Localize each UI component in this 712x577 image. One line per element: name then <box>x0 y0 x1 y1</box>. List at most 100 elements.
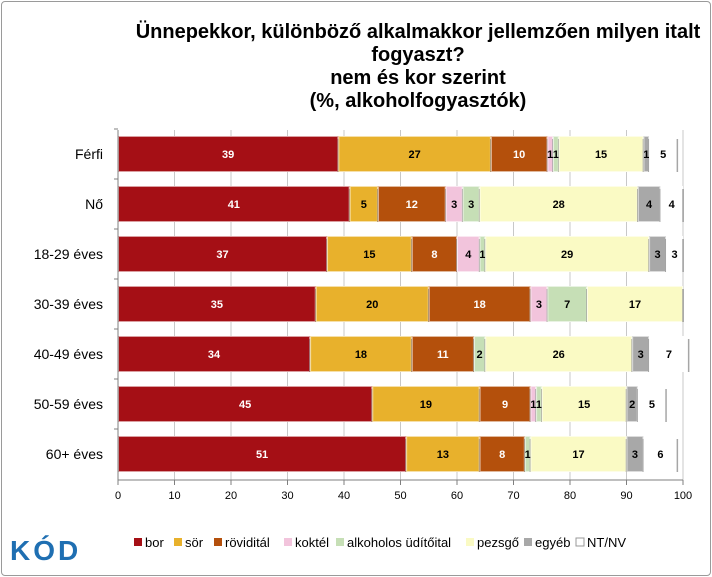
x-tick-label: 80 <box>564 490 576 502</box>
bar-segment <box>479 236 486 272</box>
bar-segment <box>473 336 486 372</box>
bar-segment <box>586 286 683 322</box>
category-label: Nő <box>85 196 103 212</box>
bar-segment <box>457 236 480 272</box>
data-label: 6 <box>657 449 663 461</box>
kod-logo: KÓD <box>8 532 78 568</box>
category-label: Férfi <box>75 146 103 162</box>
data-label: 15 <box>578 399 590 411</box>
bar-segment-highlight <box>558 136 644 172</box>
bar-segment-highlight <box>643 136 650 172</box>
bar-segment <box>406 436 480 472</box>
x-tick-label: 20 <box>225 490 237 502</box>
bar-segment <box>372 386 480 422</box>
data-label: 2 <box>477 349 483 361</box>
data-label: 5 <box>660 149 666 161</box>
bar-segment-highlight <box>485 236 650 272</box>
bar-segment-highlight <box>649 236 667 272</box>
bar-segment <box>524 436 531 472</box>
data-label: 5 <box>361 199 367 211</box>
data-label: 51 <box>256 449 268 461</box>
logo-text: KÓD <box>10 535 78 566</box>
bar-segment-highlight <box>541 386 627 422</box>
data-label: 15 <box>595 149 607 161</box>
category-label: 18-29 éves <box>34 246 103 262</box>
bar-segment-highlight <box>637 386 667 422</box>
data-label: 41 <box>228 199 240 211</box>
data-label: 1 <box>530 399 536 411</box>
bar-segment <box>643 136 650 172</box>
bar-segment-highlight <box>666 236 683 272</box>
data-label: 8 <box>431 249 437 261</box>
legend-label: sör <box>185 535 204 550</box>
bar-segment <box>643 436 678 472</box>
bar-segment <box>118 136 339 172</box>
x-tick-label: 10 <box>168 490 180 502</box>
legend-swatch <box>284 538 292 546</box>
legend-swatch <box>174 538 182 546</box>
data-label: 19 <box>420 399 432 411</box>
legend-swatch <box>336 538 344 546</box>
data-label: 7 <box>666 349 672 361</box>
x-tick-label: 30 <box>281 490 293 502</box>
bar-segment-highlight <box>643 436 678 472</box>
bar-segment <box>118 386 373 422</box>
bar-segment <box>632 336 650 372</box>
data-label: 3 <box>536 299 542 311</box>
data-label: 3 <box>655 249 661 261</box>
category-label: 50-59 éves <box>34 396 103 412</box>
data-label: 13 <box>437 449 449 461</box>
legend-label: NT/NV <box>587 535 626 550</box>
legend-swatch <box>466 538 474 546</box>
bar-segment-highlight <box>479 386 531 422</box>
data-label: 4 <box>669 199 676 211</box>
data-label: 8 <box>499 449 505 461</box>
data-label: 3 <box>468 199 474 211</box>
bar-segment-highlight <box>490 136 548 172</box>
bar-segment <box>637 186 661 222</box>
data-label: 5 <box>649 399 655 411</box>
bar-segment <box>553 136 559 172</box>
data-label: 18 <box>473 299 485 311</box>
legend-swatch <box>575 537 585 547</box>
chart-title-line-1: Ünnepekkor, különböző alkalmakkor jellem… <box>135 21 701 43</box>
data-label: 3 <box>638 349 644 361</box>
chart-title-line-2: fogyaszt? <box>371 44 465 66</box>
bar-segment <box>541 386 627 422</box>
bar-segment <box>666 236 683 272</box>
data-label: 17 <box>629 299 641 311</box>
data-label: 1 <box>479 249 485 261</box>
legend-label: röviditál <box>225 535 270 550</box>
bar-segment-highlight <box>462 186 480 222</box>
chart-title-line-4: (%, alkoholfogyasztók) <box>309 90 527 112</box>
bar-segment-highlight <box>473 336 486 372</box>
x-tick-label: 60 <box>451 490 463 502</box>
category-label: 60+ éves <box>46 446 103 462</box>
bar-segment <box>490 136 548 172</box>
data-label: 37 <box>216 249 228 261</box>
bar-segment <box>338 136 491 172</box>
bar-segment <box>428 286 531 322</box>
bar-segment-highlight <box>327 236 412 272</box>
bar-segment <box>530 436 627 472</box>
bar-segment-highlight <box>372 386 480 422</box>
data-label: 29 <box>561 249 573 261</box>
bar-segment-highlight <box>479 236 486 272</box>
bar-segment-highlight <box>626 436 644 472</box>
data-label: 18 <box>355 349 367 361</box>
data-label: 15 <box>363 249 375 261</box>
bar-segment <box>547 286 587 322</box>
bar-segment <box>310 336 412 372</box>
bar-segment <box>649 136 678 172</box>
bar-segment <box>536 386 542 422</box>
data-label: 26 <box>553 349 565 361</box>
bar-segment <box>118 436 407 472</box>
bar-segment-highlight <box>445 186 463 222</box>
bar-segment <box>118 186 350 222</box>
data-label: 17 <box>572 449 584 461</box>
bar-segment-highlight <box>547 286 587 322</box>
bar-segment-highlight <box>637 186 661 222</box>
x-tick-label: 0 <box>115 490 121 502</box>
bar-segment-highlight <box>428 286 531 322</box>
